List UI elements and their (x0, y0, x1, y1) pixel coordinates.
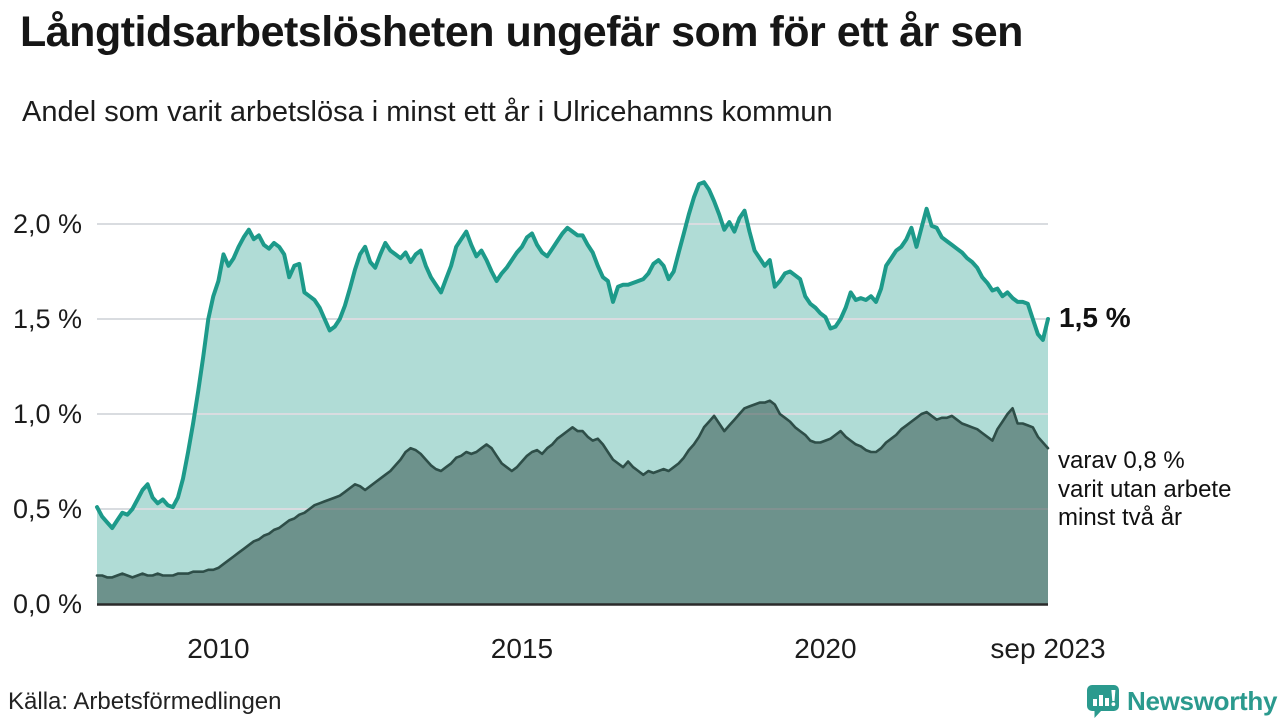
note-line: varit utan arbete (1058, 475, 1232, 503)
page-title: Långtidsarbetslösheten ungefär som för e… (20, 8, 1023, 56)
current-value-label: 1,5 % (1059, 302, 1131, 333)
chart-subtitle: Andel som varit arbetslösa i minst ett å… (22, 96, 833, 128)
secondary-series-note: varav 0,8 % varit utan arbete minst två … (1058, 447, 1231, 533)
newsworthy-logo: Newsworthy (1086, 684, 1277, 718)
y-tick-label: 1,0 % (12, 399, 82, 429)
y-tick-label: 0,0 % (12, 589, 82, 619)
note-line: minst två år (1058, 504, 1183, 531)
x-tick-label: 2020 (794, 633, 857, 664)
newsworthy-logo-text: Newsworthy (1127, 685, 1278, 716)
x-tick-label: sep 2023 (990, 633, 1106, 664)
y-tick-label: 0,5 % (12, 494, 82, 524)
area-fill-two-years (97, 400, 1048, 604)
x-tick-label: 2010 (187, 633, 250, 664)
series-line-two-years (95, 399, 1050, 579)
x-tick-label: 2015 (490, 633, 554, 664)
series-line-one-year (95, 180, 1050, 530)
y-tick-label: 2,0 % (12, 209, 82, 239)
y-tick-label: 1,5 % (12, 304, 82, 334)
newsworthy-logo-icon (1087, 684, 1119, 718)
note-line: varav 0,8 % (1058, 447, 1185, 474)
source-credit: Källa: Arbetsförmedlingen (8, 688, 282, 715)
